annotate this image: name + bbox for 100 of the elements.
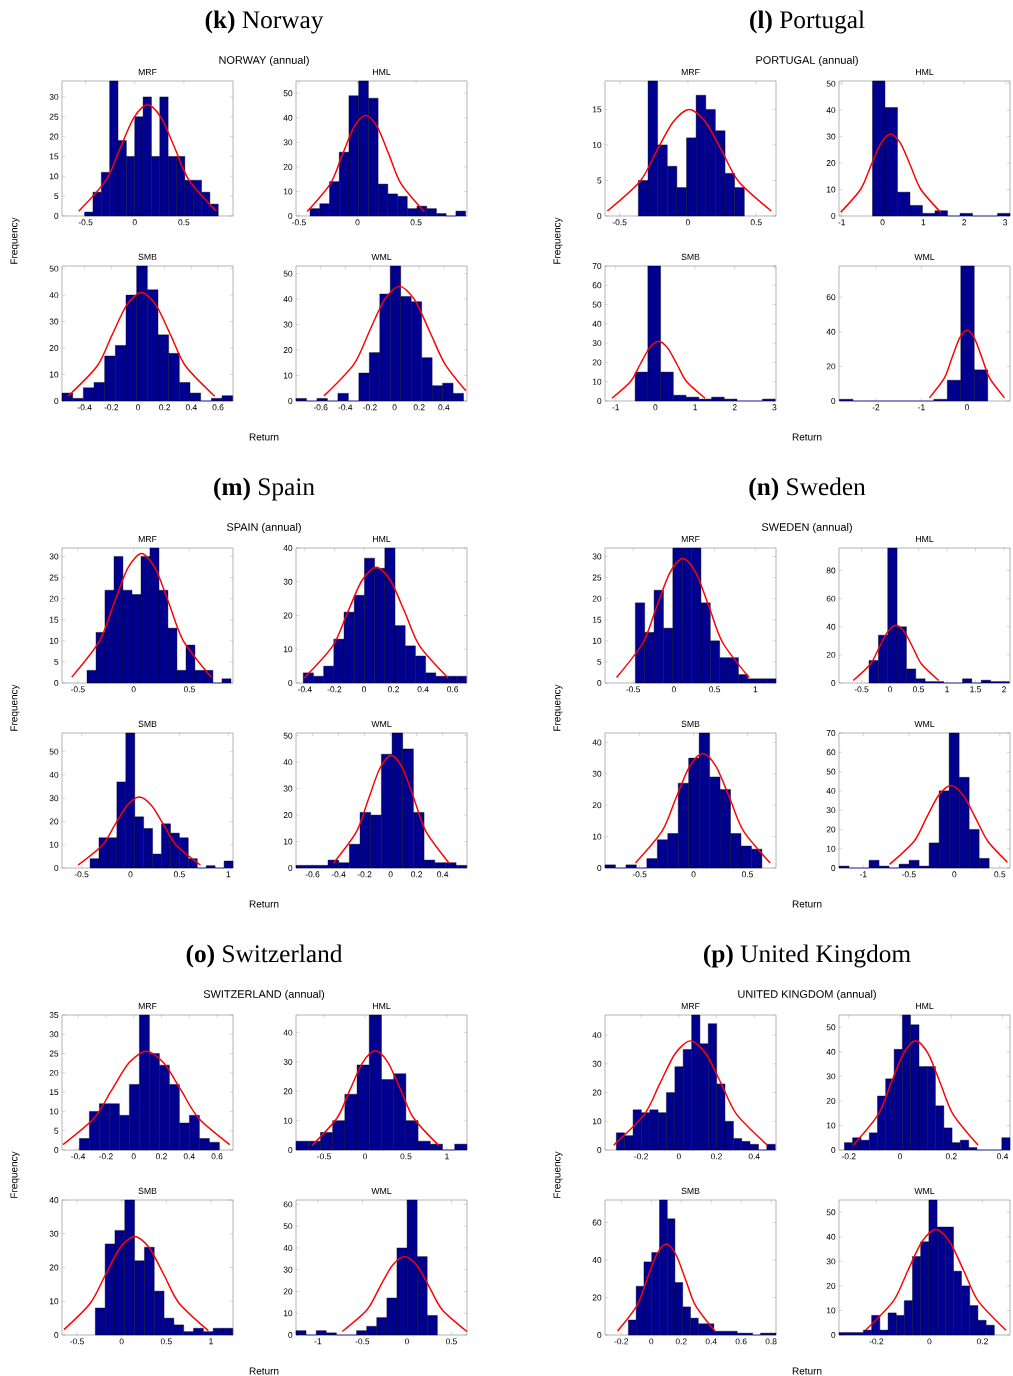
chart-title: SMB <box>681 253 700 260</box>
y-tick-label: 20 <box>592 595 602 602</box>
y-tick-label: 10 <box>592 378 602 385</box>
chart-title: MRF <box>138 536 157 542</box>
x-tick-label: -0.5 <box>292 219 306 226</box>
text: SWEDEN (annual) <box>761 522 852 534</box>
x-tick-label: 0 <box>927 1338 932 1345</box>
y-tick-label: 60 <box>826 294 836 301</box>
text: PORTUGAL (annual) <box>756 55 858 67</box>
x-tick-label: -1 <box>314 1338 322 1345</box>
y-tick-label: 50 <box>283 1223 293 1230</box>
x-tick-label: 0 <box>404 1338 409 1345</box>
x-tick-label: 3 <box>772 404 777 411</box>
y-tick-label: 50 <box>826 80 836 87</box>
text: SPAIN (annual) <box>226 522 301 534</box>
line-series <box>77 796 202 866</box>
y-tick-label: 60 <box>592 1219 602 1226</box>
y-tick-label: 10 <box>49 841 59 848</box>
y-tick-label: 10 <box>592 637 602 644</box>
x-tick-label: 3 <box>1003 219 1008 226</box>
y-tick-label: 0 <box>597 865 602 871</box>
text: Frequency <box>553 1151 563 1198</box>
y-tick-label: 70 <box>826 730 836 736</box>
x-tick-label: 0.4 <box>438 404 450 411</box>
y-tick-label: 0 <box>288 213 293 219</box>
y-tick-label: 10 <box>592 1118 602 1125</box>
line-series <box>62 1050 231 1146</box>
x-tick-label: -0.2 <box>99 1153 113 1160</box>
y-tick-label: 10 <box>283 1117 293 1124</box>
y-tick-label: 30 <box>283 785 293 792</box>
x-tick-label: -0.2 <box>327 686 342 693</box>
y-tick-label: 30 <box>826 133 836 140</box>
x-tick-label: 0.5 <box>178 219 190 226</box>
y-tick-label: 30 <box>826 807 836 814</box>
y-tick-label: 20 <box>592 1089 602 1096</box>
x-tick-label: -0.5 <box>626 686 641 693</box>
line-series <box>606 108 772 212</box>
chart-title: SMB <box>681 720 700 727</box>
y-tick-label: 60 <box>283 1201 293 1208</box>
y-tick-label: 40 <box>826 107 836 114</box>
chart-title: WML <box>371 721 392 727</box>
text: (m) Spain <box>214 477 315 501</box>
x-tick-label: 2 <box>962 219 967 226</box>
y-tick-label: 10 <box>826 845 836 852</box>
chart-title: HML <box>373 1003 391 1009</box>
y-tick-label: 30 <box>49 1031 59 1038</box>
x-tick-label: -1 <box>612 404 620 411</box>
x-tick-label: 0 <box>671 686 676 693</box>
y-tick-label: 0 <box>54 1147 59 1153</box>
x-tick-label: 0 <box>898 1153 903 1160</box>
y-tick-label: 30 <box>49 93 59 100</box>
text: Return <box>792 1367 822 1375</box>
text: Frequency <box>553 217 563 264</box>
text: (n) Sweden <box>749 477 866 501</box>
chart-title: WML <box>914 721 935 727</box>
y-tick-label: 0 <box>288 398 293 404</box>
y-tick-label: 10 <box>592 141 602 148</box>
y-tick-label: 10 <box>283 188 293 195</box>
x-tick-label: 0 <box>676 1153 681 1160</box>
y-tick-label: 40 <box>826 328 836 335</box>
y-tick-label: 20 <box>283 612 293 619</box>
chart-title: SMB <box>138 1187 157 1194</box>
y-tick-label: 20 <box>49 1264 59 1271</box>
x-tick-label: 0.2 <box>155 1153 167 1160</box>
x-tick-label: -0.5 <box>70 686 85 693</box>
y-tick-label: 50 <box>592 301 602 308</box>
x-tick-label: 0 <box>136 404 141 411</box>
y-tick-label: 30 <box>592 770 602 777</box>
x-tick-label: -0.5 <box>74 871 89 878</box>
x-tick-label: -0.5 <box>612 219 627 226</box>
x-tick-label: 0.2 <box>711 1153 722 1160</box>
x-tick-label: -0.6 <box>313 404 328 411</box>
y-tick-label: 15 <box>592 106 602 113</box>
y-tick-label: 40 <box>49 771 59 778</box>
x-tick-label: -0.2 <box>104 404 119 411</box>
y-tick-label: 5 <box>54 658 59 665</box>
chart-title: WML <box>371 254 392 260</box>
chart-title: SMB <box>681 1187 700 1194</box>
y-tick-label: 40 <box>283 545 293 551</box>
text: (k) Norway <box>205 10 324 34</box>
y-tick-label: 0 <box>54 213 59 219</box>
y-tick-label: 5 <box>54 193 59 200</box>
y-tick-label: 10 <box>826 1122 836 1129</box>
x-tick-label: -0.2 <box>841 1153 856 1160</box>
y-tick-label: 0 <box>54 865 59 871</box>
y-tick-label: 20 <box>49 345 59 352</box>
x-tick-label: -0.2 <box>363 404 377 411</box>
y-tick-label: 10 <box>283 646 293 653</box>
x-tick-label: 2 <box>1002 686 1006 693</box>
y-tick-label: 60 <box>826 595 836 602</box>
y-tick-label: 30 <box>283 321 293 328</box>
y-tick-label: 50 <box>49 265 59 272</box>
x-tick-label: -0.4 <box>338 404 353 411</box>
x-tick-label: -0.2 <box>357 871 372 878</box>
x-tick-label: 0.5 <box>994 871 1006 878</box>
y-tick-label: 15 <box>592 616 602 623</box>
x-tick-label: 0.4 <box>417 686 429 693</box>
y-tick-label: 20 <box>826 1097 836 1104</box>
chart-title: MRF <box>681 1003 700 1009</box>
y-tick-label: 20 <box>283 347 293 354</box>
